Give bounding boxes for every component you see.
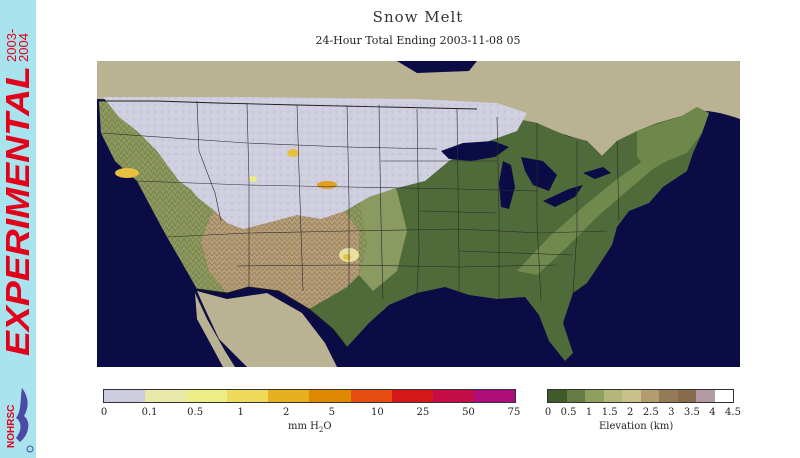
snow_legend-swatch-6 (350, 390, 392, 402)
elevation_legend-swatch-4 (622, 390, 641, 402)
snow-cover-west (157, 151, 247, 211)
elevation_legend-tick-label: 4 (709, 407, 716, 418)
elevation_legend-swatch-3 (603, 390, 622, 402)
snow_legend-swatch-4 (268, 390, 310, 402)
snow_legend-swatch-1 (145, 390, 187, 402)
snow_legend-tick-label: 5 (328, 407, 335, 418)
canada-east (697, 61, 740, 103)
snow_legend-swatch-7 (391, 390, 433, 402)
snow_legend-swatch-2 (186, 390, 228, 402)
map-title: Snow Melt (372, 8, 464, 26)
snow_legend-tick-label: 50 (462, 407, 475, 418)
snow_legend-swatch-0 (104, 390, 146, 402)
snow_legend-tick-label: 10 (370, 407, 384, 418)
snow_legend-tick-label: 0.1 (141, 407, 158, 418)
great-lake-huron (521, 157, 557, 191)
elevation-unit-label: Elevation (km) (599, 421, 674, 432)
snow_legend-tick-label: 75 (507, 407, 521, 418)
elevation_legend-swatch-8 (696, 390, 715, 402)
great-lake-michigan (499, 161, 515, 209)
elevation_legend-swatch-9 (714, 390, 733, 402)
great-lake-erie (543, 185, 583, 207)
melt-spot-nevada (115, 168, 139, 178)
snow-unit-suffix: O (323, 421, 332, 432)
logo-text: NOHRSC (6, 405, 17, 448)
snow_legend-tick-label: 1 (237, 407, 244, 418)
nohrsc-logo: NOHRSC (6, 388, 34, 453)
great-lake-superior (441, 141, 509, 161)
northeast-uplands (637, 107, 709, 171)
snow-melt-map (97, 61, 740, 367)
season-years-label: 2003- 2004 (6, 29, 30, 62)
experimental-text: EXPERIMENTAL (0, 66, 36, 356)
country-border-canada (99, 100, 478, 110)
logo-registered-icon (26, 445, 34, 453)
elevation_legend-swatch-6 (659, 390, 678, 402)
elevation_legend-tick-label: 0 (544, 407, 552, 418)
snow_legend-tick-label: 25 (416, 407, 430, 418)
elevation_legend-swatch-7 (677, 390, 696, 402)
melt-spot-colorado (287, 149, 299, 157)
elevation_legend-tick-label: 2.5 (642, 407, 659, 418)
snow-unit-prefix: mm H (288, 421, 319, 432)
snow_legend-tick-label: 2 (283, 407, 290, 418)
season-years-bottom: 2004 (16, 33, 30, 62)
elevation_legend-tick-label: 2 (627, 407, 634, 418)
snow-unit-subscript: 2 (318, 426, 324, 434)
season-years-top: 2003- (6, 29, 19, 62)
snow_legend-swatch-9 (473, 390, 515, 402)
melt-spots (115, 149, 359, 262)
canada-land (97, 61, 740, 156)
melt-spot-newmexico-core (343, 254, 351, 260)
elevation_legend-tick-label: 4.5 (725, 407, 741, 418)
elevation_legend-swatch-5 (640, 390, 659, 402)
melt-spot-wyoming (317, 181, 337, 189)
mexico-land (197, 291, 337, 367)
elevation_legend-tick-label: 3 (668, 407, 675, 418)
appalachian-ridge (517, 161, 653, 275)
snow_legend-swatch-5 (309, 390, 351, 402)
elevation-color-scale (547, 389, 734, 403)
melt-spot-utah (249, 176, 257, 182)
great-lake-ontario (583, 167, 611, 179)
snow_legend-swatch-3 (227, 390, 269, 402)
snow_legend-swatch-8 (432, 390, 474, 402)
elevation_legend-swatch-2 (585, 390, 604, 402)
elevation_legend-tick-label: 1.5 (601, 407, 618, 418)
experimental-sidebar: 2003- 2004 EXPERIMENTAL NOHRSC (0, 0, 36, 458)
snow-melt-unit-label: mm H2O (288, 421, 332, 434)
elevation_legend-swatch-1 (566, 390, 585, 402)
map-subtitle: 24-Hour Total Ending 2003-11-08 05 (315, 34, 521, 47)
elevation_legend-tick-label: 1 (585, 407, 593, 418)
logo-mark (16, 388, 29, 442)
snow-melt-color-scale (103, 389, 516, 403)
country-border-mexico (196, 286, 348, 348)
state-boundaries (100, 100, 620, 302)
elevation_legend-tick-label: 3.5 (683, 407, 700, 418)
plains-high (337, 161, 407, 291)
elevation_legend-swatch-0 (548, 390, 567, 402)
elevation_legend-tick-label: 0.5 (560, 407, 577, 418)
baja-california (195, 293, 235, 367)
hudson-bay-edge (397, 61, 477, 73)
snow_legend-tick-label: 0.5 (187, 407, 204, 418)
snow_legend-tick-label: 0 (100, 407, 108, 418)
experimental-label: EXPERIMENTAL (0, 66, 36, 356)
